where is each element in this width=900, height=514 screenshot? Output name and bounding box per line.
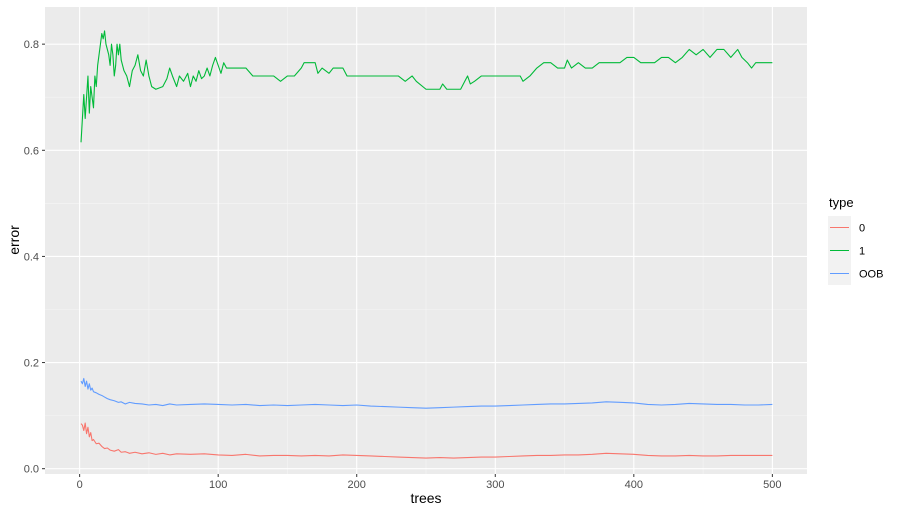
y-tick-label: 0.8 bbox=[24, 39, 39, 51]
series-line-0 bbox=[80, 422, 773, 459]
major-gridlines bbox=[45, 7, 807, 474]
legend-items: 0 1 OOB bbox=[828, 216, 883, 285]
x-tick-label: 0 bbox=[77, 479, 83, 491]
series-line-1 bbox=[80, 30, 773, 143]
legend: type 0 1 OOB bbox=[828, 195, 883, 285]
x-tick-label: 200 bbox=[348, 479, 366, 491]
y-tick-label: 0.0 bbox=[24, 464, 39, 476]
y-tick-label: 0.4 bbox=[24, 251, 39, 263]
legend-label-1: 1 bbox=[859, 246, 865, 258]
legend-label-OOB: OOB bbox=[859, 269, 883, 281]
x-tick-label: 500 bbox=[763, 479, 781, 491]
x-axis-ticks: 0 100 200 300 400 500 bbox=[77, 474, 782, 491]
y-tick-label: 0.2 bbox=[24, 358, 39, 370]
minor-gridlines bbox=[45, 7, 807, 474]
legend-title: type bbox=[829, 195, 854, 210]
y-tick-label: 0.6 bbox=[24, 145, 39, 157]
y-axis-ticks: 0.0 0.2 0.4 0.6 0.8 bbox=[24, 39, 45, 476]
x-tick-label: 400 bbox=[625, 479, 643, 491]
legend-label-0: 0 bbox=[859, 223, 865, 235]
x-axis-title: trees bbox=[410, 490, 441, 506]
x-tick-label: 100 bbox=[209, 479, 227, 491]
series-line-OOB bbox=[80, 377, 773, 409]
y-axis-title: error bbox=[6, 225, 22, 255]
x-tick-label: 300 bbox=[486, 479, 504, 491]
series-lines bbox=[80, 30, 773, 459]
